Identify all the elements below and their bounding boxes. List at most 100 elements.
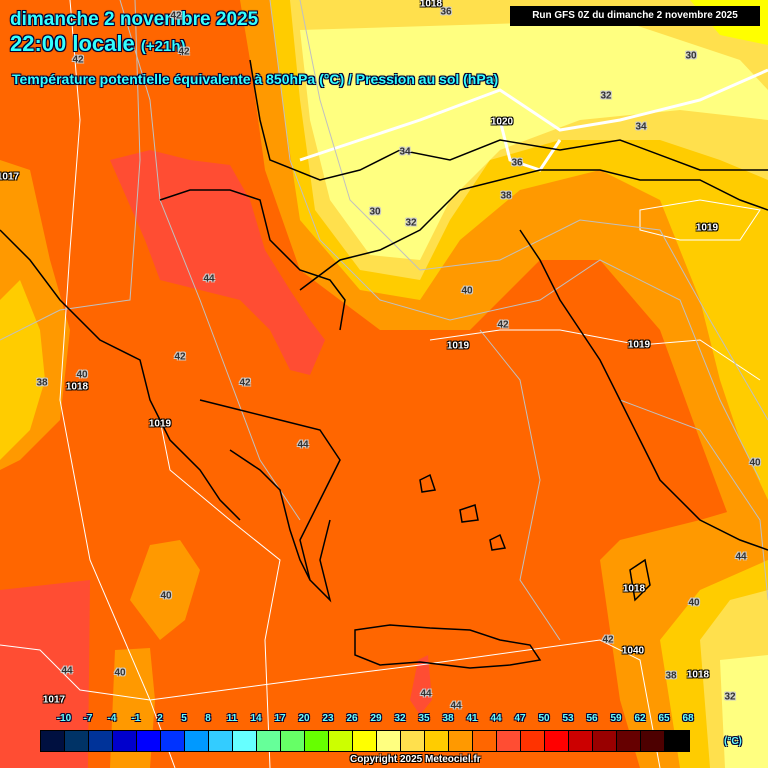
pressure-label: 1018 (622, 583, 646, 595)
coast-aegean-east (519, 229, 768, 551)
isobar-1020-loop (498, 119, 562, 172)
legend-tick: 56 (586, 713, 598, 724)
theta-e-label: 40 (114, 667, 126, 679)
cyclades-c (489, 533, 507, 551)
theta-e-label: 30 (369, 206, 381, 218)
sw-warm-blob (130, 540, 200, 640)
theta-e-label: 38 (665, 670, 677, 682)
pressure-label: 1017 (0, 171, 20, 183)
crete (354, 624, 542, 669)
theta-e-label: 40 (461, 285, 473, 297)
theta-e-label: 40 (160, 590, 172, 602)
legend-tick: 5 (181, 713, 187, 724)
rhodes (629, 558, 651, 602)
theta-e-label: 42 (239, 377, 251, 389)
legend-tick: 14 (250, 713, 262, 724)
pressure-label: 1018 (65, 381, 89, 393)
legend-swatch (449, 731, 473, 751)
hot-region-crete (410, 655, 432, 715)
forecast-time: 22:00 locale (+21h) (10, 31, 185, 57)
theta-e-label: 40 (749, 457, 761, 469)
theta-e-label: 44 (735, 551, 747, 563)
legend-unit: (°C) (724, 736, 742, 747)
hot-region-north (110, 150, 325, 375)
legend-tick: 59 (610, 713, 622, 724)
legend-tick: -7 (83, 713, 93, 724)
parameter-title: Température potentielle équivalente à 85… (12, 71, 499, 87)
forecast-offset: (+21h) (140, 38, 186, 55)
isobar-1019-east (429, 329, 761, 381)
theta-e-label: 40 (76, 369, 88, 381)
legend-tick: -4 (107, 713, 117, 724)
legend-tick: 29 (370, 713, 382, 724)
pressure-label: 1018 (419, 0, 443, 10)
pressure-label: 1019 (148, 418, 172, 430)
theta-e-label: 42 (72, 54, 84, 66)
legend-swatch (593, 731, 617, 751)
legend-swatch (497, 731, 521, 751)
isobar-1019-rhodes (639, 199, 761, 241)
coast-greece-main (199, 399, 341, 603)
legend-tick: 32 (394, 713, 406, 724)
pressure-label: 1020 (490, 116, 514, 128)
legend-swatch (545, 731, 569, 751)
legend-tick: 35 (418, 713, 430, 724)
legend-tick: 26 (346, 713, 358, 724)
forecast-time-value: 22:00 locale (10, 31, 135, 56)
theta-e-label: 32 (724, 691, 736, 703)
theta-e-label: 30 (685, 50, 697, 62)
legend-tick: 41 (466, 713, 478, 724)
border-north (249, 59, 768, 181)
isobar-1018-south (0, 639, 661, 768)
model-run-label: Run GFS 0Z du dimanche 2 novembre 2025 (510, 6, 760, 26)
legend-swatch (305, 731, 329, 751)
legend-swatch (209, 731, 233, 751)
legend-tick: 62 (634, 713, 646, 724)
se-pale-band (720, 655, 768, 768)
theta-e-label: 42 (178, 46, 190, 58)
legend-tick: 8 (205, 713, 211, 724)
theta-e-label: 42 (497, 319, 509, 331)
theta-e-label: 44 (61, 665, 73, 677)
legend-swatch (401, 731, 425, 751)
color-scale-legend (40, 730, 690, 752)
pressure-label: 1018 (686, 669, 710, 681)
legend-tick: 23 (322, 713, 334, 724)
legend-swatch (257, 731, 281, 751)
legend-swatch (233, 731, 257, 751)
theta-e-label: 44 (297, 439, 309, 451)
legend-tick: 65 (658, 713, 670, 724)
legend-swatch (473, 731, 497, 751)
theta-e-label: 32 (600, 90, 612, 102)
pressure-label: 1040 (621, 645, 645, 657)
isobar-1019-center (159, 419, 281, 768)
legend-swatch (617, 731, 641, 751)
legend-swatch (281, 731, 305, 751)
theta-e-label: 34 (399, 146, 411, 158)
coast-adriatic (0, 229, 241, 521)
pressure-label: 1019 (627, 339, 651, 351)
coast-peloponnese (229, 449, 311, 581)
theta-e-label: 40 (688, 597, 700, 609)
legend-swatch (137, 731, 161, 751)
border-balkans (159, 189, 346, 331)
legend-swatch (569, 731, 593, 751)
theta-e-label: 42 (602, 634, 614, 646)
legend-swatch (641, 731, 665, 751)
legend-tick: 20 (298, 713, 310, 724)
legend-swatch (521, 731, 545, 751)
theta-e-label: 42 (174, 351, 186, 363)
legend-swatch (89, 731, 113, 751)
theta-e-label: 38 (500, 190, 512, 202)
legend-tick: 47 (514, 713, 526, 724)
theta-e-label: 34 (635, 121, 647, 133)
west-yellow-band (0, 280, 45, 460)
cyclades-a (419, 473, 436, 493)
legend-swatch (665, 731, 689, 751)
legend-tick: 44 (490, 713, 502, 724)
legend-swatch (377, 731, 401, 751)
theta-e-label: 36 (511, 157, 523, 169)
theta-e-label: 44 (203, 273, 215, 285)
pressure-label: 1017 (42, 694, 66, 706)
